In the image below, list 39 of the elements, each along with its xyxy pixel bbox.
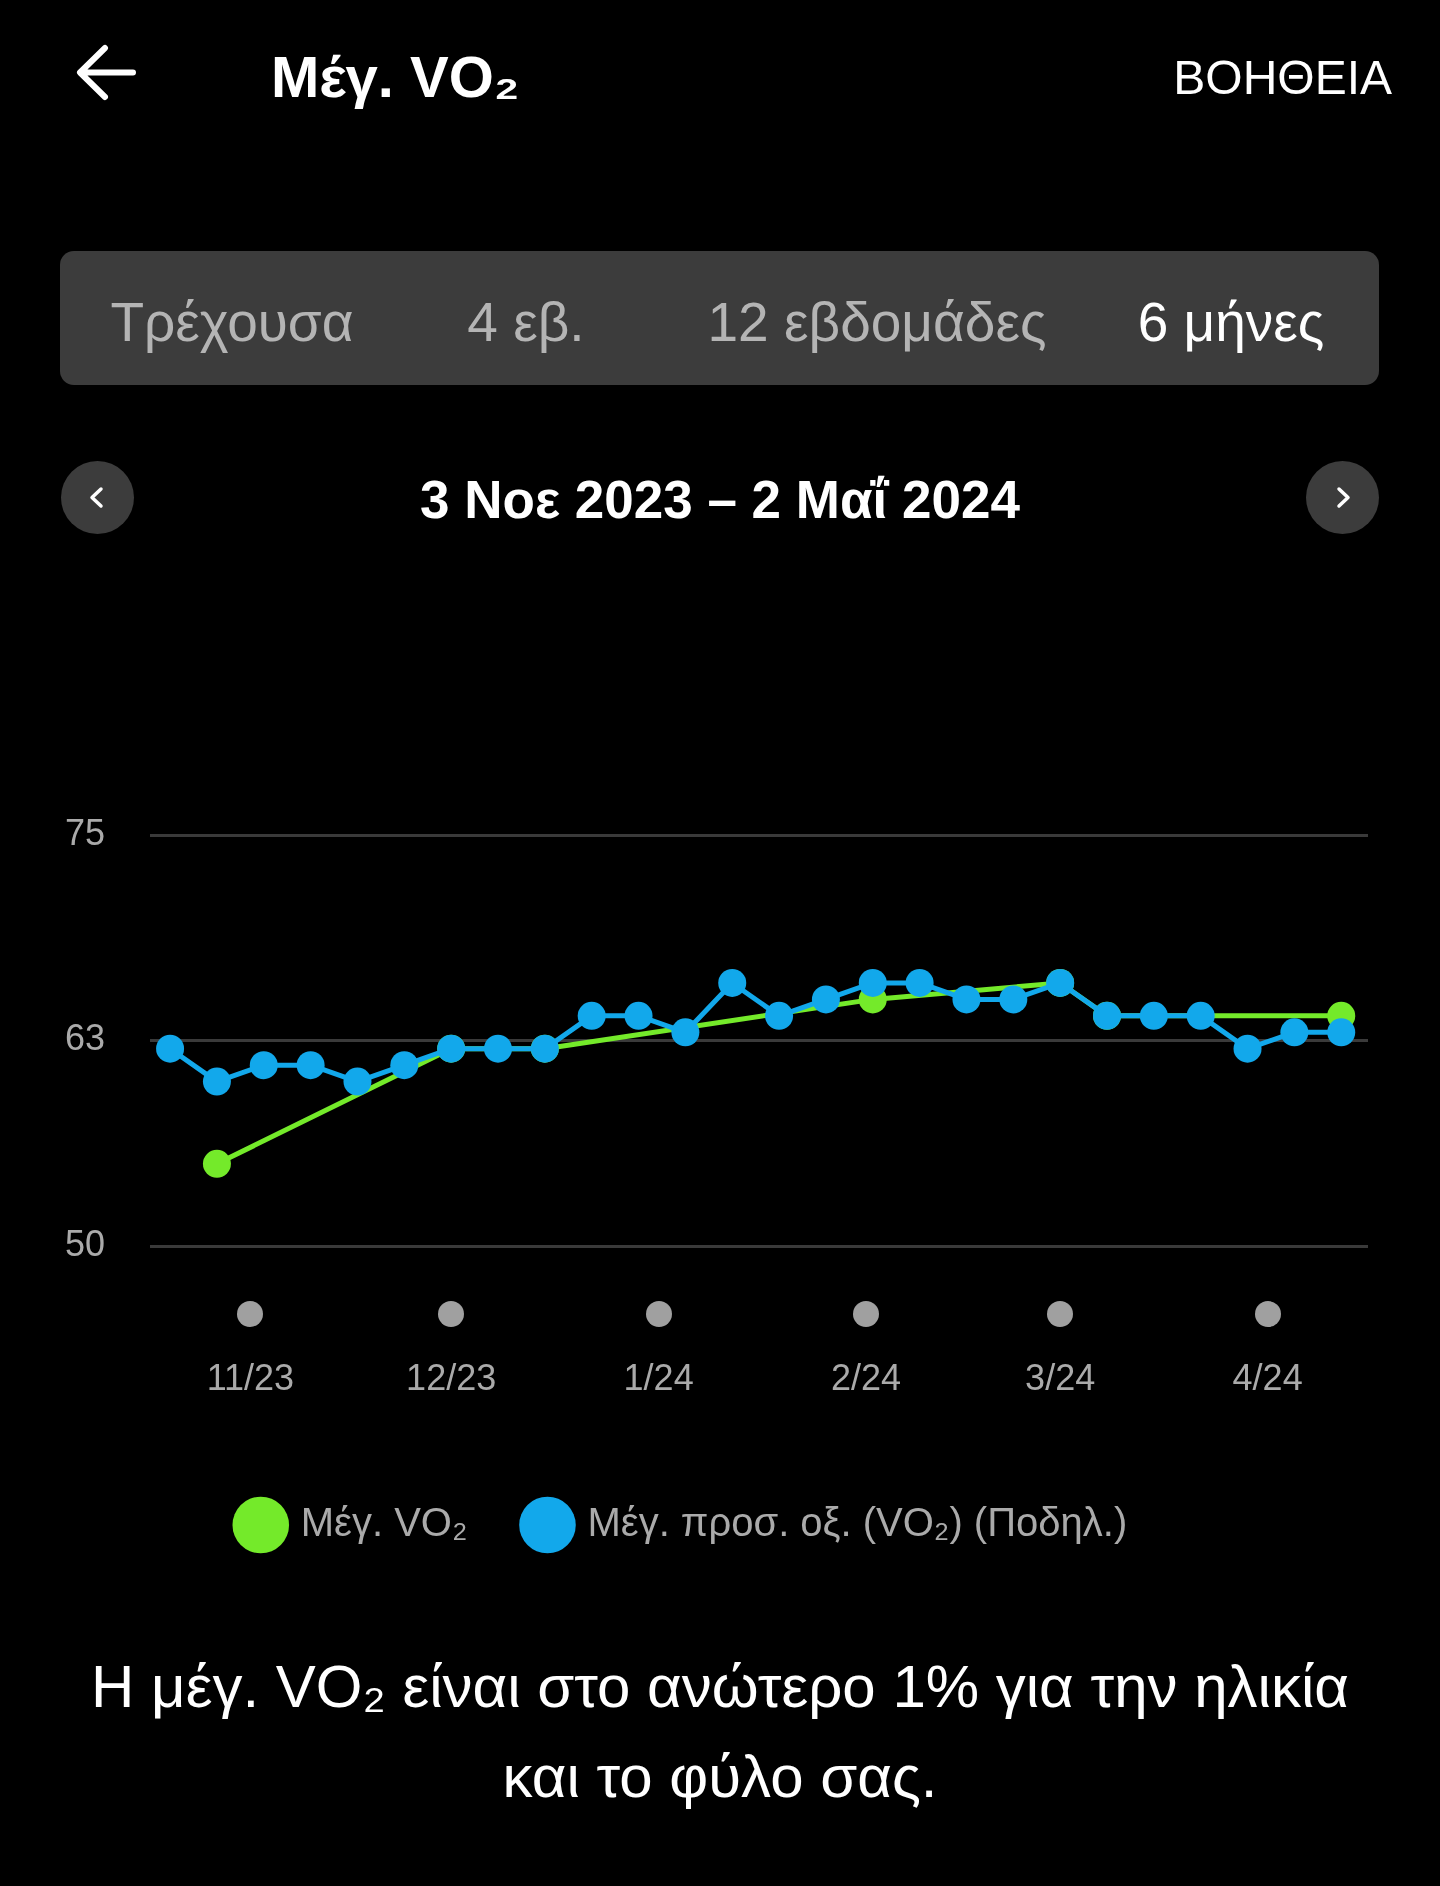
chart-title: Μέγ. VO₂: [271, 43, 520, 111]
legend-label: Μέγ. προσ. οξ. (VO₂) (Ποδηλ.): [587, 1500, 1128, 1545]
x-tick-label: 2/24: [831, 1356, 902, 1398]
legend-label: Μέγ. VO₂: [300, 1500, 468, 1545]
x-tick-label: 12/23: [406, 1356, 497, 1398]
point: [718, 968, 747, 997]
point: [999, 985, 1028, 1014]
point: [765, 1001, 794, 1030]
x-tick-label: 3/24: [1025, 1356, 1096, 1398]
text: ΒΟΗΘΕΙΑ: [1173, 50, 1392, 106]
point: [296, 1051, 325, 1080]
point: [1186, 1001, 1215, 1030]
point: [624, 1001, 653, 1030]
point: [1327, 1018, 1356, 1047]
x-tick-label: 1/24: [623, 1356, 694, 1398]
point: [343, 1067, 372, 1096]
point: [1233, 1034, 1262, 1063]
point: [811, 985, 840, 1014]
point: [202, 1149, 231, 1178]
point: [390, 1051, 419, 1080]
y-tick-label: 63: [64, 1017, 105, 1059]
point: [484, 1034, 512, 1063]
point: [1280, 1018, 1309, 1047]
point: [156, 1034, 185, 1063]
point: [202, 1067, 231, 1096]
point: [858, 968, 887, 997]
y-tick-label: 75: [64, 811, 105, 853]
point: [577, 1001, 606, 1030]
point: [249, 1051, 278, 1080]
point: [952, 985, 981, 1014]
point: [905, 968, 934, 997]
y-tick-label: 50: [64, 1222, 105, 1264]
x-tick-label: 11/23: [206, 1356, 295, 1398]
chart-subtitle: 3 Νοε 2023 – 2 Μαΐ 2024: [420, 470, 1020, 530]
text: Η μέγ. VO₂ είναι στο ανώτερο 1% για την ηλικία και το φύλο σας.: [90, 1652, 1350, 1812]
point: [1139, 1001, 1168, 1030]
tab-bar: Τρέχουσα 4 εβ. 12 εβδομάδες 6 μήνες: [60, 251, 1379, 385]
point: [671, 1018, 700, 1047]
x-tick-label: 4/24: [1232, 1356, 1303, 1398]
